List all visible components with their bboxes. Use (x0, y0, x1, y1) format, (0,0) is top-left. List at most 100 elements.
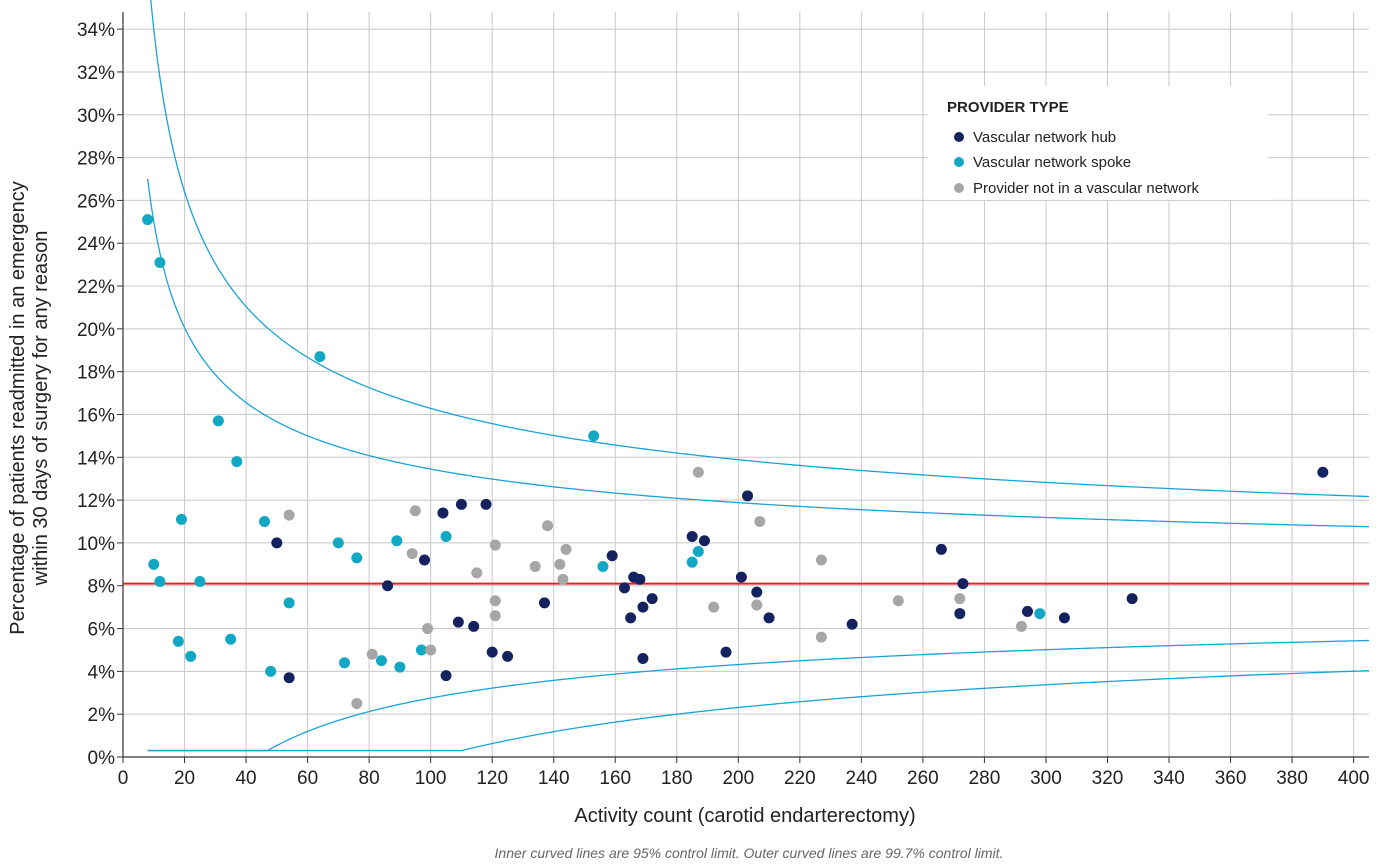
y-tick-label: 28% (77, 149, 115, 170)
point-other (351, 697, 363, 709)
x-tick-label: 340 (1153, 768, 1185, 789)
point-other (283, 509, 295, 521)
point-hub (742, 490, 754, 502)
point-spoke (283, 597, 295, 609)
x-tick-label: 380 (1276, 768, 1308, 789)
x-tick-label: 320 (1092, 768, 1124, 789)
legend: PROVIDER TYPE Vascular network hub Vascu… (928, 86, 1268, 200)
point-hub (686, 530, 698, 542)
point-spoke (1034, 608, 1046, 620)
point-hub (763, 612, 775, 624)
x-tick-label: 200 (722, 768, 754, 789)
x-tick-label: 280 (969, 768, 1001, 789)
point-spoke (185, 650, 197, 662)
point-other (471, 567, 483, 579)
y-tick-label: 24% (77, 234, 115, 255)
y-tick-label: 30% (77, 106, 115, 127)
control-limit-997-upper (150, 0, 1370, 498)
point-hub (751, 586, 763, 598)
footnote: Inner curved lines are 95% control limit… (495, 845, 1004, 861)
point-spoke (339, 657, 351, 669)
y-tick-label: 12% (77, 491, 115, 512)
y-tick-label: 4% (88, 662, 116, 683)
point-other (489, 610, 501, 622)
point-spoke (332, 537, 344, 549)
x-tick-label: 160 (599, 768, 631, 789)
y-tick-label: 16% (77, 405, 115, 426)
y-tick-label: 32% (77, 63, 115, 84)
point-other (751, 599, 763, 611)
x-tick-label: 20 (174, 768, 195, 789)
x-tick-label: 400 (1338, 768, 1370, 789)
x-tick-label: 60 (297, 768, 318, 789)
point-hub (720, 646, 732, 658)
point-spoke (265, 665, 277, 677)
point-other (489, 595, 501, 607)
point-hub (1022, 605, 1034, 617)
y-tick-labels: 0% 2% 4% 6% 8% 10% 12% 14% 16% 18% 20% 22% 24% 26% 28%… (77, 20, 115, 769)
y-axis-title-line2: within 30 days of surgery for any reason (30, 231, 52, 587)
point-hub (637, 653, 649, 665)
point-hub (538, 597, 550, 609)
point-spoke (154, 256, 166, 268)
x-tick-label: 220 (784, 768, 816, 789)
x-tick-label: 0 (118, 768, 129, 789)
y-tick-label: 6% (88, 620, 116, 641)
point-other (542, 520, 554, 532)
point-hub (382, 580, 394, 592)
point-hub (646, 593, 658, 605)
point-other (422, 623, 434, 635)
point-spoke (440, 530, 452, 542)
x-tick-label: 300 (1030, 768, 1062, 789)
y-tick-label: 0% (88, 748, 116, 769)
y-tick-label: 18% (77, 363, 115, 384)
point-spoke (692, 545, 704, 557)
y-tick-label: 14% (77, 448, 115, 469)
point-hub (1317, 466, 1329, 478)
point-other (554, 558, 566, 570)
point-hub (480, 498, 492, 510)
point-spoke (375, 655, 387, 667)
point-spoke (142, 214, 154, 226)
point-spoke (391, 535, 403, 547)
point-other (954, 593, 966, 605)
point-hub (634, 573, 646, 585)
point-spoke (597, 560, 609, 572)
x-tick-label: 80 (359, 768, 380, 789)
legend-marker-hub (954, 132, 964, 142)
gridlines (123, 12, 1369, 757)
point-spoke (194, 575, 206, 587)
point-spoke (212, 415, 224, 427)
point-hub (437, 507, 449, 519)
x-tick-label: 360 (1215, 768, 1247, 789)
y-tick-label: 10% (77, 534, 115, 555)
point-hub (452, 616, 464, 628)
point-hub (957, 578, 969, 590)
x-axis-title: Activity count (carotid endarterectomy) (574, 805, 915, 827)
point-spoke (415, 644, 427, 656)
point-hub (625, 612, 637, 624)
x-tick-label: 240 (846, 768, 878, 789)
x-tick-label: 120 (476, 768, 508, 789)
x-tick-label: 140 (538, 768, 570, 789)
point-spoke (175, 513, 187, 525)
point-hub (455, 498, 467, 510)
point-hub (271, 537, 283, 549)
point-spoke (148, 558, 160, 570)
point-spoke (259, 516, 271, 528)
point-spoke (351, 552, 363, 564)
point-other (692, 466, 704, 478)
legend-label-other: Provider not in a vascular network (973, 180, 1199, 197)
y-tick-label: 34% (77, 20, 115, 41)
x-tick-label: 40 (235, 768, 256, 789)
point-other (489, 539, 501, 551)
control-limit-95-upper (146, 178, 1370, 528)
point-hub (606, 550, 618, 562)
point-hub (935, 543, 947, 555)
x-tick-label: 100 (415, 768, 447, 789)
control-limit-lines (146, 0, 1370, 752)
point-hub (440, 670, 452, 682)
point-spoke (686, 556, 698, 568)
y-tick-label: 20% (77, 320, 115, 341)
x-tick-label: 260 (907, 768, 939, 789)
